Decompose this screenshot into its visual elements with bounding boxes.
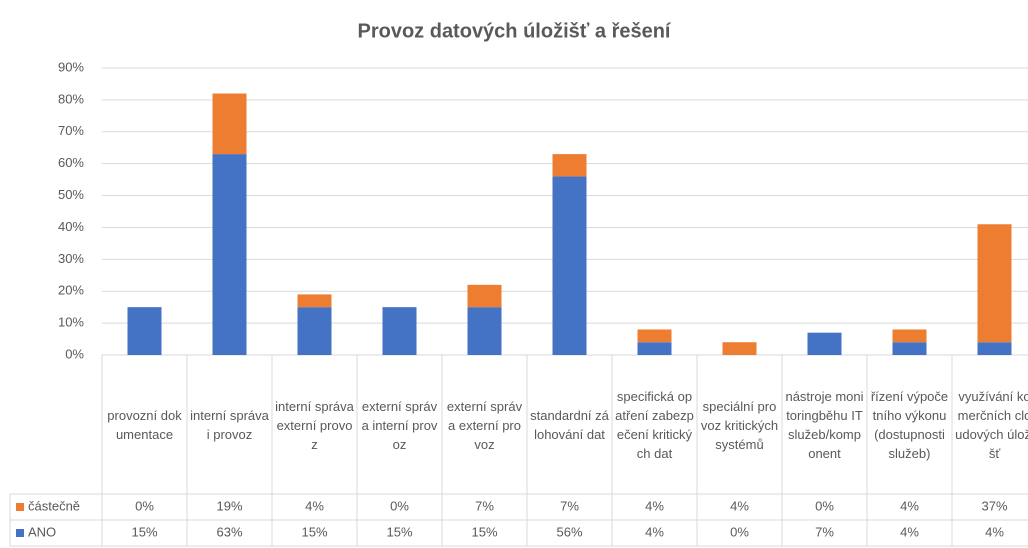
table-value: 19% — [216, 498, 242, 513]
table-value: 4% — [900, 524, 919, 539]
chart-title: Provoz datových úložišť a řešení — [357, 20, 671, 42]
category-label: interní správa i provoz — [190, 408, 269, 442]
category-label: externí správa externí provoz — [446, 398, 523, 452]
legend-swatch — [16, 529, 24, 537]
bar — [382, 307, 417, 355]
table-value: 4% — [900, 498, 919, 513]
table-value: 7% — [815, 524, 834, 539]
bar — [297, 307, 332, 355]
y-tick-label: 0% — [65, 346, 84, 361]
category-label: speciální provoz kritických systémů — [700, 398, 779, 452]
table-value: 4% — [985, 524, 1004, 539]
bar — [892, 342, 927, 355]
y-tick-label: 10% — [58, 315, 84, 330]
bar — [637, 329, 672, 343]
bar — [552, 176, 587, 355]
y-tick-label: 30% — [58, 251, 84, 266]
table-value: 0% — [390, 498, 409, 513]
bar — [977, 342, 1012, 355]
table-value: 4% — [305, 498, 324, 513]
y-tick-label: 70% — [58, 123, 84, 138]
table-value: 15% — [471, 524, 497, 539]
legend-label: částečně — [28, 498, 80, 513]
legend-swatch — [16, 503, 24, 511]
y-tick-label: 40% — [58, 219, 84, 234]
y-tick-label: 50% — [58, 187, 84, 202]
category-label: interní správa externí provoz — [275, 398, 354, 452]
category-label: externí správa interní provoz — [361, 398, 438, 452]
category-label: provozní dokumentace — [107, 408, 182, 442]
table-value: 0% — [730, 524, 749, 539]
bar — [807, 332, 842, 355]
table-value: 37% — [981, 498, 1007, 513]
table-value: 4% — [645, 524, 664, 539]
bar — [977, 224, 1012, 343]
category-label: řízení výpočetního výkonu (dostupnosti s… — [870, 389, 949, 461]
bar — [892, 329, 927, 343]
y-tick-label: 60% — [58, 155, 84, 170]
bar — [212, 154, 247, 355]
table-value: 0% — [135, 498, 154, 513]
bar — [722, 342, 757, 355]
y-tick-label: 20% — [58, 283, 84, 298]
y-tick-label: 80% — [58, 91, 84, 106]
table-value: 56% — [556, 524, 582, 539]
table-value: 7% — [475, 498, 494, 513]
bar — [467, 284, 502, 308]
y-tick-label: 90% — [58, 59, 84, 74]
table-value: 4% — [645, 498, 664, 513]
table-value: 4% — [730, 498, 749, 513]
legend-label: ANO — [28, 524, 56, 539]
bar — [467, 307, 502, 355]
category-label: využívání komerčních cloudových úložišť — [955, 389, 1028, 461]
category-label: standardní zálohování dat — [530, 408, 609, 442]
table-value: 0% — [815, 498, 834, 513]
bar — [297, 294, 332, 308]
category-label: specifická opatření zabezpečení kritický… — [615, 389, 694, 461]
table-value: 7% — [560, 498, 579, 513]
bar — [127, 307, 162, 355]
table-value: 15% — [131, 524, 157, 539]
bar — [552, 154, 587, 177]
table-value: 15% — [301, 524, 327, 539]
table-value: 63% — [216, 524, 242, 539]
table-value: 15% — [386, 524, 412, 539]
bar — [212, 93, 247, 155]
category-label: nástroje monitoringběhu IT služeb/kompon… — [785, 389, 864, 461]
bar — [637, 342, 672, 355]
